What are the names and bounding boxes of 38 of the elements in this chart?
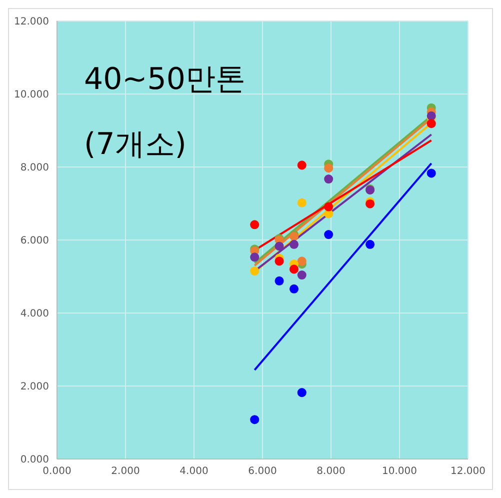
point — [297, 160, 306, 170]
point — [289, 240, 299, 249]
point — [324, 174, 334, 184]
text: 40~50만톤 — [84, 61, 246, 99]
x-tick-label: 6.000 — [248, 466, 277, 478]
point — [274, 276, 284, 286]
y-tick-label: 6.000 — [20, 236, 49, 247]
x-tick-label: 12.000 — [450, 466, 486, 478]
point — [324, 230, 334, 240]
y-tick-label: 4.000 — [20, 308, 49, 320]
point — [324, 202, 334, 212]
point — [274, 242, 284, 251]
x-tick-label: 10.000 — [382, 466, 417, 478]
y-tick-label: 12.000 — [14, 16, 49, 28]
point — [297, 388, 306, 398]
y-tick-label: 0.000 — [20, 454, 49, 466]
point — [297, 256, 306, 266]
x-tick-label: 4.000 — [180, 466, 208, 478]
x-tick-label: 2.000 — [111, 466, 140, 478]
point — [297, 198, 306, 208]
x-tick-label: 8.000 — [316, 466, 346, 478]
point — [366, 240, 375, 249]
point — [289, 284, 299, 294]
point — [250, 415, 260, 424]
y-tick-label: 8.000 — [20, 162, 49, 174]
point — [250, 220, 260, 230]
point — [274, 256, 284, 266]
point — [250, 252, 260, 262]
point — [289, 264, 299, 274]
x-tick-label: 0.000 — [42, 466, 72, 478]
y-tick-label: 10.000 — [14, 90, 49, 101]
text: (7개소) — [84, 126, 186, 164]
point — [324, 164, 334, 173]
point — [426, 119, 436, 128]
point — [426, 168, 436, 178]
point — [297, 270, 306, 280]
y-tick-label: 2.000 — [20, 382, 49, 393]
point — [250, 266, 260, 276]
